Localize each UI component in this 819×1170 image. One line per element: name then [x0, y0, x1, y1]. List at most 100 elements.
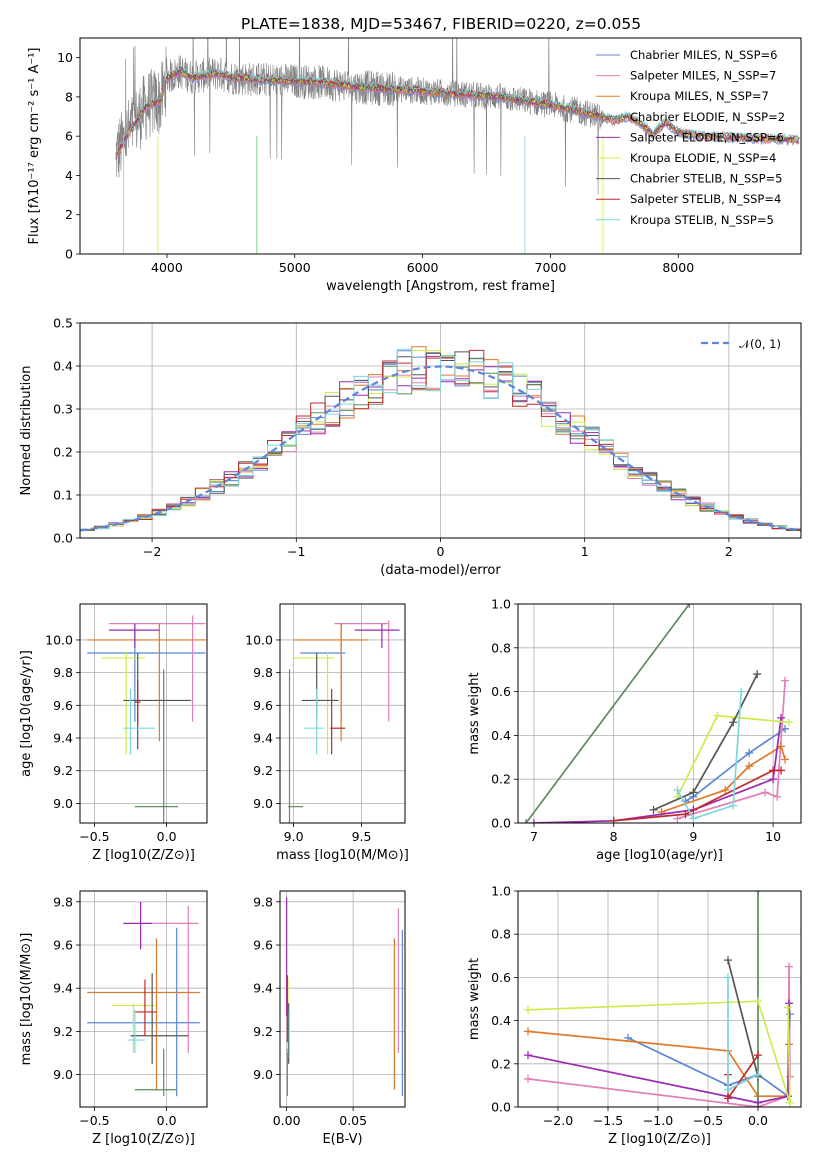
mass-weight-vs-age-marker [681, 810, 690, 819]
mass-weight-vs-age-marker [785, 718, 794, 727]
spectrum-model-line-0 [115, 72, 800, 161]
age-vs-mass-ytick-label: 9.4 [253, 731, 273, 746]
mass-weight-vs-z-marker [524, 1005, 532, 1014]
residuals-normal-curve [80, 365, 801, 532]
residuals-legend: 𝒩(0, 1) [701, 337, 781, 351]
residuals-ytick-label: 0.2 [53, 445, 73, 460]
mass-weight-vs-z-ytick-label: 0.8 [491, 927, 511, 942]
mass-vs-ebv-ytick-label: 9.2 [253, 1024, 273, 1039]
mass-weight-vs-age-marker [745, 748, 754, 757]
mass-weight-vs-z-xtick-label: −1.0 [643, 1113, 673, 1128]
residuals-xtick-label: 0 [437, 544, 445, 559]
mass-weight-vs-z-marker [724, 973, 732, 982]
spectrum-ytick-label: 6 [65, 129, 73, 144]
mass-weight-vs-z-xtick-label: −0.5 [693, 1113, 723, 1128]
mass-vs-z-ytick-label: 9.4 [53, 981, 73, 996]
mass-weight-vs-age-series-6 [653, 673, 758, 811]
mass-weight-vs-z-plot-area [524, 891, 794, 1107]
residuals-xtick-label: 1 [581, 544, 589, 559]
age-vs-mass-xtick-label: 9.0 [284, 829, 304, 844]
spectrum-frame [79, 37, 802, 255]
mass-weight-vs-age-ytick-label: 0.6 [491, 684, 511, 699]
spectrum-xtick-label: 4000 [151, 260, 183, 275]
residuals-plot-area [80, 346, 801, 532]
spectrum-xlabel: wavelength [Angstrom, rest frame] [326, 279, 555, 294]
mass-weight-vs-z-marker [524, 1051, 532, 1060]
age-vs-mass-panel: 9.0 9.5 9.0 9.2 9.4 9.6 9.8 10.0 mass [log10(M/M… [245, 603, 409, 863]
mass-weight-vs-age-marker [761, 788, 770, 797]
age-vs-mass-plot-area [288, 620, 400, 823]
residuals-ytick-label: 0.1 [53, 488, 73, 503]
age-vs-mass-point-2 [293, 623, 369, 742]
age-vs-z-point-5 [101, 651, 145, 755]
mass-weight-vs-z-series-6 [727, 959, 759, 1078]
mass-vs-ebv-ytick-label: 9.6 [253, 938, 273, 953]
age-vs-mass-ytick-label: 10.0 [245, 632, 273, 647]
mass-weight-vs-age-marker [769, 775, 778, 784]
mass-weight-vs-age-xlabel: age [log10(age/yr)] [596, 848, 723, 863]
spectrum-legend-entry: Kroupa ELODIE, N_SSP=4 [630, 151, 776, 165]
mass-vs-z-point-3 [134, 1048, 177, 1097]
residuals-panel: −2 −1 0 1 2 0.0 0.1 0.2 0.3 0.4 0.5 (data-model)/er… [19, 316, 802, 578]
age-vs-mass-point-4 [354, 623, 400, 649]
age-vs-z-ytick-label: 9.0 [53, 796, 73, 811]
age-vs-mass-ytick-label: 9.8 [253, 665, 273, 680]
mass-weight-vs-age-marker [777, 766, 786, 775]
residuals-ytick-label: 0.0 [53, 531, 73, 546]
age-vs-z-ytick-label: 9.8 [53, 665, 73, 680]
residuals-xlabel: (data-model)/error [380, 563, 501, 578]
spectrum-legend-entry: Kroupa MILES, N_SSP=7 [630, 89, 769, 103]
mass-weight-vs-age-ytick-label: 0.8 [491, 640, 511, 655]
mass-vs-z-ytick-label: 9.0 [53, 1067, 73, 1082]
mass-vs-ebv-panel: 0.00 0.05 9.0 9.2 9.4 9.6 9.8 E(B-V) [253, 890, 406, 1147]
mass-weight-vs-age-ylabel: mass weight [467, 672, 482, 754]
mass-weight-vs-z-panel: −2.0 −1.5 −1.0 −0.5 0.0 0.0 0.2 0.4 0.6 0.8 1.0 Z [… [467, 884, 802, 1147]
mass-vs-z-point-8 [127, 1009, 145, 1053]
mass-weight-vs-age-marker [673, 814, 682, 823]
mass-vs-ebv-ytick-label: 9.8 [253, 894, 273, 909]
mass-weight-vs-age-marker [777, 713, 786, 722]
age-vs-z-xtick-label: 0.0 [157, 829, 177, 844]
mass-weight-vs-age-ytick-label: 0.2 [491, 772, 511, 787]
mass-weight-vs-z-marker [785, 962, 793, 971]
spectrum-legend-entry: Chabrier ELODIE, N_SSP=2 [630, 110, 785, 124]
mass-weight-vs-z-marker [784, 1003, 792, 1012]
mass-weight-vs-age-marker [713, 711, 722, 720]
mass-weight-vs-age-xtick-label: 9 [689, 829, 697, 844]
age-vs-z-ytick-label: 9.4 [53, 731, 73, 746]
mass-weight-vs-age-plot-area [521, 604, 794, 823]
spectrum-legend-entry: Salpeter ELODIE, N_SSP=6 [630, 130, 784, 144]
figure-title: PLATE=1838, MJD=53467, FIBERID=0220, z=0… [241, 15, 641, 33]
mass-vs-z-point-7 [134, 979, 157, 1036]
mass-weight-vs-age-marker [529, 819, 538, 823]
mass-weight-vs-age-xtick-label: 7 [530, 829, 538, 844]
residuals-ytick-label: 0.5 [53, 316, 73, 331]
mass-weight-vs-age-marker [649, 805, 658, 814]
spectrum-ytick-label: 2 [65, 207, 73, 222]
mass-weight-vs-age-marker [689, 814, 698, 823]
mass-weight-vs-age-marker [673, 786, 682, 795]
spectrum-legend-entry: Chabrier STELIB, N_SSP=5 [630, 172, 782, 186]
mass-weight-vs-age-series-1 [677, 680, 786, 820]
age-vs-mass-xtick-label: 9.5 [352, 829, 372, 844]
mass-vs-ebv-xlabel: E(B-V) [322, 1132, 362, 1147]
mass-weight-vs-z-series-5 [527, 1000, 791, 1103]
age-vs-z-point-1 [108, 615, 206, 722]
spectrum-legend-entry: Salpeter MILES, N_SSP=7 [630, 69, 776, 83]
age-vs-mass-ytick-label: 9.0 [253, 796, 273, 811]
mass-weight-vs-z-ytick-label: 0.6 [491, 970, 511, 985]
mass-weight-vs-z-ytick-label: 0.2 [491, 1056, 511, 1071]
residuals-ytick-label: 0.4 [53, 359, 73, 374]
mass-weight-vs-z-marker [754, 891, 762, 895]
mass-weight-vs-age-marker [689, 788, 698, 797]
mass-vs-z-point-5 [111, 1003, 156, 1053]
spectrum-xtick-label: 8000 [662, 260, 694, 275]
mass-vs-z-frame [79, 890, 208, 1108]
age-vs-mass-point-8 [304, 688, 324, 755]
mass-weight-vs-z-ytick-label: 1.0 [491, 884, 511, 899]
mass-vs-z-point-0 [87, 927, 200, 1097]
mass-vs-z-plot-area [87, 901, 200, 1097]
spectrum-legend-entry: Kroupa STELIB, N_SSP=5 [630, 213, 774, 227]
spectrum-model-line-8 [115, 66, 800, 154]
age-vs-z-point-7 [134, 680, 141, 725]
